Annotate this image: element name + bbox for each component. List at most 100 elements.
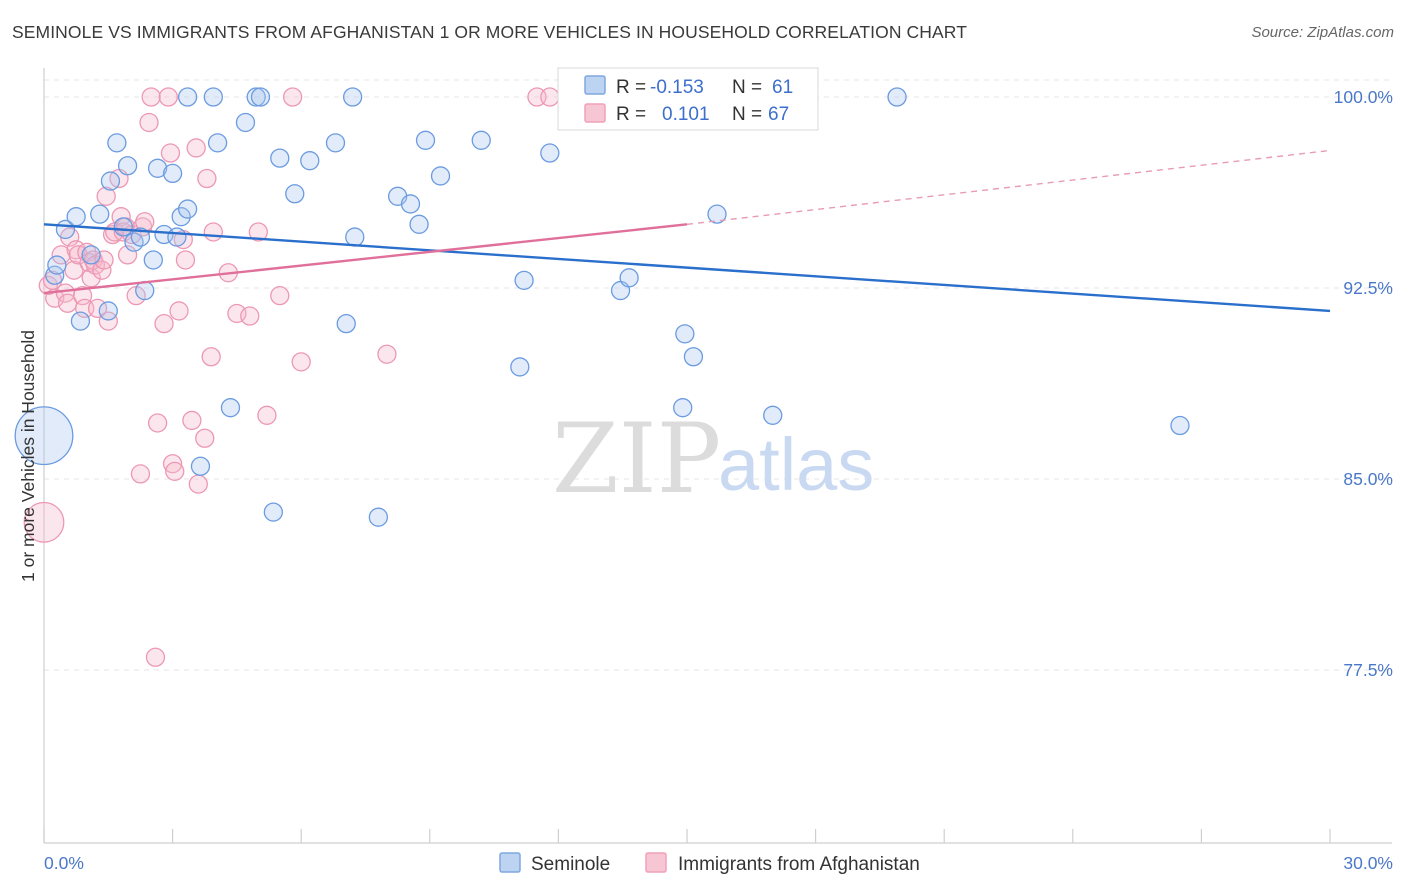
point-seminole (430, 166, 451, 186)
axes (43, 68, 1392, 844)
point-seminole (400, 194, 421, 214)
point-afghanistan (540, 87, 560, 107)
watermark-atlas: atlas (718, 423, 874, 506)
y-tick-label: 85.0% (1343, 469, 1393, 489)
trend-line-afghanistan (43, 223, 688, 295)
point-seminole (250, 87, 271, 107)
point-afghanistan (186, 138, 206, 158)
point-seminole (342, 87, 363, 107)
point-seminole (540, 143, 560, 163)
series-seminole-points (14, 87, 1190, 527)
point-seminole (98, 301, 118, 321)
bottom-legend-seminole: Seminole (531, 854, 610, 875)
point-afghanistan (182, 410, 202, 431)
point-seminole (130, 227, 151, 247)
watermark-zip: ZIP (552, 403, 721, 515)
point-seminole (514, 270, 534, 291)
point-seminole (81, 245, 101, 265)
chart-title: SEMINOLE VS IMMIGRANTS FROM AFGHANISTAN … (12, 22, 968, 42)
point-seminole (673, 398, 693, 418)
y-tick-label: 77.5% (1343, 660, 1393, 680)
point-afghanistan (158, 87, 178, 107)
point-afghanistan (203, 222, 223, 242)
point-seminole (409, 214, 429, 234)
legend-r-value-1: -0.153 (650, 77, 704, 98)
point-seminole (415, 130, 436, 150)
point-seminole (171, 207, 191, 227)
point-seminole (70, 311, 91, 331)
point-seminole (162, 163, 183, 184)
point-afghanistan (282, 87, 303, 107)
legend-n-label-2: N = (732, 104, 762, 125)
point-seminole (167, 227, 187, 247)
point-afghanistan (195, 428, 215, 448)
watermark: ZIP atlas (552, 403, 874, 515)
point-afghanistan (377, 344, 397, 364)
legend-r-value-2: 0.101 (662, 104, 710, 125)
point-afghanistan (51, 245, 71, 265)
point-afghanistan (197, 168, 217, 189)
point-afghanistan (141, 87, 161, 107)
point-afghanistan (147, 413, 168, 433)
point-afghanistan (145, 647, 166, 667)
point-afghanistan (201, 347, 221, 367)
point-afghanistan (188, 474, 208, 494)
trend-lines (43, 149, 1331, 313)
point-seminole (246, 87, 266, 107)
point-afghanistan (160, 143, 181, 163)
legend-r-label-2: R = (616, 104, 646, 125)
trend-line-seminole (43, 223, 1331, 313)
point-afghanistan (175, 250, 196, 270)
legend-swatch-afghanistan (584, 103, 606, 123)
point-seminole (203, 87, 223, 107)
point-afghanistan (248, 222, 268, 242)
source-credit: Source: ZipAtlas.com (1251, 24, 1394, 41)
bottom-legend-swatch-seminole (499, 852, 521, 873)
point-afghanistan (130, 464, 151, 484)
point-seminole (675, 324, 695, 344)
legend-n-label-1: N = (732, 77, 762, 98)
x-tick-labels: 0.0% 30.0% (44, 853, 1393, 873)
point-seminole (336, 314, 356, 334)
point-seminole (107, 133, 127, 153)
point-seminole (207, 133, 228, 153)
point-seminole (100, 171, 121, 191)
bottom-legend-swatch-afghanistan (645, 852, 667, 873)
point-afghanistan (257, 405, 277, 425)
point-afghanistan (162, 454, 183, 474)
point-seminole (471, 130, 491, 150)
point-seminole (1170, 415, 1190, 436)
bottom-legend-afghanistan: Immigrants from Afghanistan (678, 854, 920, 875)
point-seminole (285, 184, 305, 204)
correlation-legend: R = -0.153 N = 61 R = 0.101 N = 67 (557, 67, 819, 131)
point-seminole (763, 405, 783, 425)
point-seminole (177, 199, 198, 219)
point-afghanistan (169, 301, 189, 321)
point-seminole (368, 507, 389, 527)
point-afghanistan (96, 186, 116, 206)
point-seminole (510, 357, 530, 377)
point-seminole (270, 148, 290, 168)
y-tick-labels: 77.5% 85.0% 92.5% 100.0% (1334, 87, 1393, 680)
point-seminole (177, 87, 198, 107)
point-seminole (263, 502, 283, 522)
point-seminole (235, 112, 256, 133)
point-seminole (66, 207, 86, 227)
series-afghanistan-points (23, 87, 560, 667)
y-tick-label: 92.5% (1343, 278, 1393, 298)
point-seminole (124, 232, 144, 252)
grid-lines (44, 79, 1392, 671)
point-seminole (90, 204, 110, 224)
point-seminole (707, 204, 727, 224)
point-seminole (345, 227, 365, 247)
point-afghanistan (270, 285, 290, 306)
point-seminole (887, 87, 907, 107)
point-seminole (683, 347, 704, 367)
point-seminole (220, 398, 241, 418)
point-seminole (325, 133, 346, 153)
legend-n-value-2: 67 (768, 104, 789, 125)
legend-r-label-1: R = (616, 77, 646, 98)
legend-swatch-seminole (584, 75, 606, 95)
point-seminole (14, 406, 74, 466)
